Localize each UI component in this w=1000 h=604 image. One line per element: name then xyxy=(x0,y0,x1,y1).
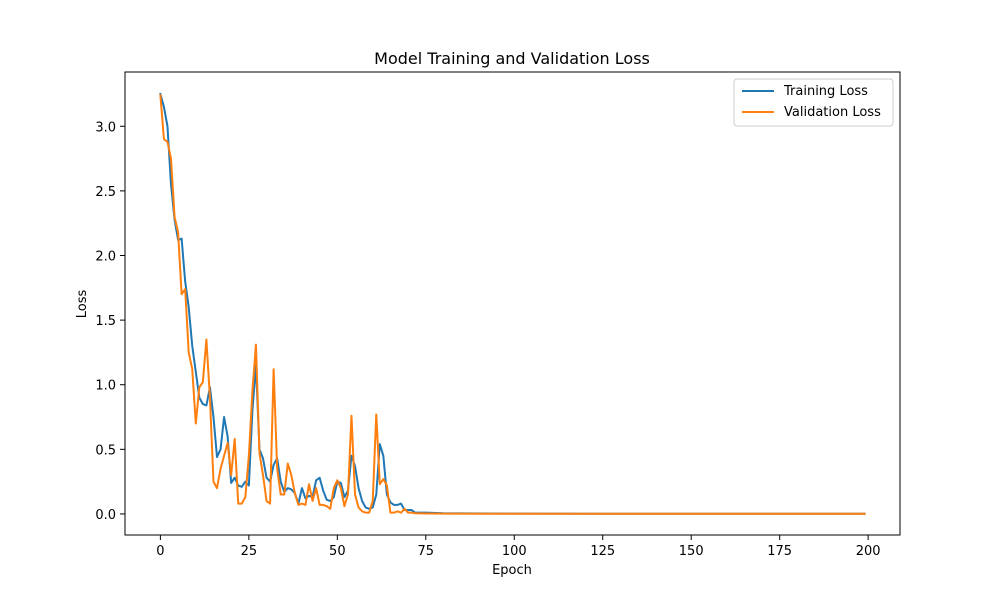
y-tick-label: 1.5 xyxy=(95,314,116,329)
x-axis: 0 25 50 75 100 125 150 175 200 xyxy=(156,535,881,559)
legend: Training Loss Validation Loss xyxy=(733,78,894,127)
y-axis-label: Loss xyxy=(75,290,90,319)
series-line-training xyxy=(159,92,866,515)
x-tick-label: 25 xyxy=(241,544,258,559)
y-tick-label: 1.0 xyxy=(95,379,116,394)
series-line-validation xyxy=(159,94,866,515)
plot-area-frame xyxy=(124,71,901,536)
x-tick-label: 175 xyxy=(767,544,792,559)
x-tick-label: 125 xyxy=(590,544,615,559)
y-tick-label: 2.0 xyxy=(95,249,116,264)
x-axis-label: Epoch xyxy=(492,563,532,578)
y-tick-label: 0.0 xyxy=(95,508,116,523)
y-axis: 0.0 0.5 1.0 1.5 2.0 2.5 3.0 xyxy=(95,120,125,523)
plot-lines xyxy=(159,92,866,515)
x-tick-label: 100 xyxy=(502,544,527,559)
x-tick-label: 75 xyxy=(418,544,435,559)
y-tick-label: 0.5 xyxy=(95,443,116,458)
x-tick-label: 200 xyxy=(856,544,881,559)
y-tick-label: 2.5 xyxy=(95,185,116,200)
legend-label-validation: Validation Loss xyxy=(784,105,881,120)
x-tick-label: 50 xyxy=(329,544,346,559)
x-tick-label: 150 xyxy=(679,544,704,559)
y-tick-label: 3.0 xyxy=(95,120,116,135)
x-tick-label: 0 xyxy=(156,544,164,559)
chart-title: Model Training and Validation Loss xyxy=(374,49,650,68)
legend-label-training: Training Loss xyxy=(783,84,868,99)
